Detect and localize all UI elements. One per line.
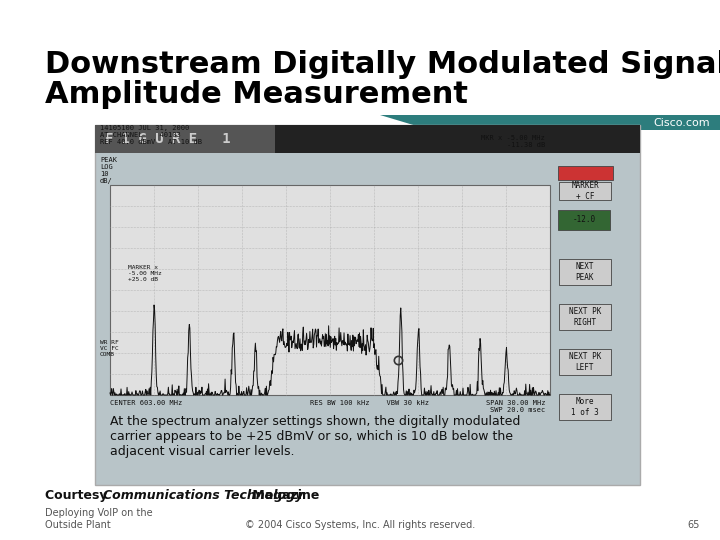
Text: More
1 of 3: More 1 of 3 — [571, 397, 599, 417]
Bar — [559, 259, 611, 285]
Text: PEAK
LOG
10
dB/: PEAK LOG 10 dB/ — [100, 157, 117, 184]
Bar — [558, 166, 613, 180]
Text: Courtesy: Courtesy — [45, 489, 112, 502]
Text: CENTER 603.00 MHz: CENTER 603.00 MHz — [110, 400, 182, 406]
Text: NEXT
PEAK: NEXT PEAK — [576, 262, 594, 282]
Text: Communications Technology: Communications Technology — [103, 489, 303, 502]
Polygon shape — [380, 115, 720, 130]
Bar — [95, 125, 275, 153]
Text: RES BW 100 kHz    VBW 30 kHz: RES BW 100 kHz VBW 30 kHz — [310, 400, 429, 406]
Text: Downstream Digitally Modulated Signal: Downstream Digitally Modulated Signal — [45, 50, 720, 79]
Text: NEXT PK
RIGHT: NEXT PK RIGHT — [569, 307, 601, 327]
Bar — [559, 394, 611, 420]
Text: 14105100 JUL 31, 2000
AT CHANNEL    40103
REF 40.0 dBmV   AT 10 dB: 14105100 JUL 31, 2000 AT CHANNEL 40103 R… — [100, 125, 202, 145]
Text: MARKER x
-5.00 MHz
+25.0 dB: MARKER x -5.00 MHz +25.0 dB — [128, 265, 162, 281]
Text: 65: 65 — [688, 520, 700, 530]
Text: -12.0: -12.0 — [572, 215, 595, 225]
Text: © 2004 Cisco Systems, Inc. All rights reserved.: © 2004 Cisco Systems, Inc. All rights re… — [245, 520, 475, 530]
Text: Magazine: Magazine — [248, 489, 320, 502]
Text: Deploying VoIP on the
Outside Plant: Deploying VoIP on the Outside Plant — [45, 508, 153, 530]
Text: Cisco.com: Cisco.com — [653, 118, 710, 128]
Bar — [95, 125, 640, 485]
Text: Amplitude Measurement: Amplitude Measurement — [45, 80, 468, 109]
Text: NEXT PK
LEFT: NEXT PK LEFT — [569, 352, 601, 372]
Bar — [559, 349, 611, 375]
Text: WR RF
VC FC
COMB: WR RF VC FC COMB — [100, 340, 119, 356]
Text: MKR x -5.00 MHz
    -11.38 dB: MKR x -5.00 MHz -11.38 dB — [481, 135, 545, 148]
Bar — [558, 210, 610, 230]
Text: At the spectrum analyzer settings shown, the digitally modulated
carrier appears: At the spectrum analyzer settings shown,… — [110, 415, 521, 458]
Text: F I G U R E   1: F I G U R E 1 — [105, 132, 230, 146]
Bar — [110, 185, 550, 395]
Text: MARKER
+ CF: MARKER + CF — [571, 181, 599, 201]
Bar — [559, 182, 611, 200]
Text: SPAN 30.00 MHz
SWP 20.0 msec: SPAN 30.00 MHz SWP 20.0 msec — [485, 400, 545, 413]
Bar — [559, 304, 611, 330]
Bar — [95, 125, 640, 153]
